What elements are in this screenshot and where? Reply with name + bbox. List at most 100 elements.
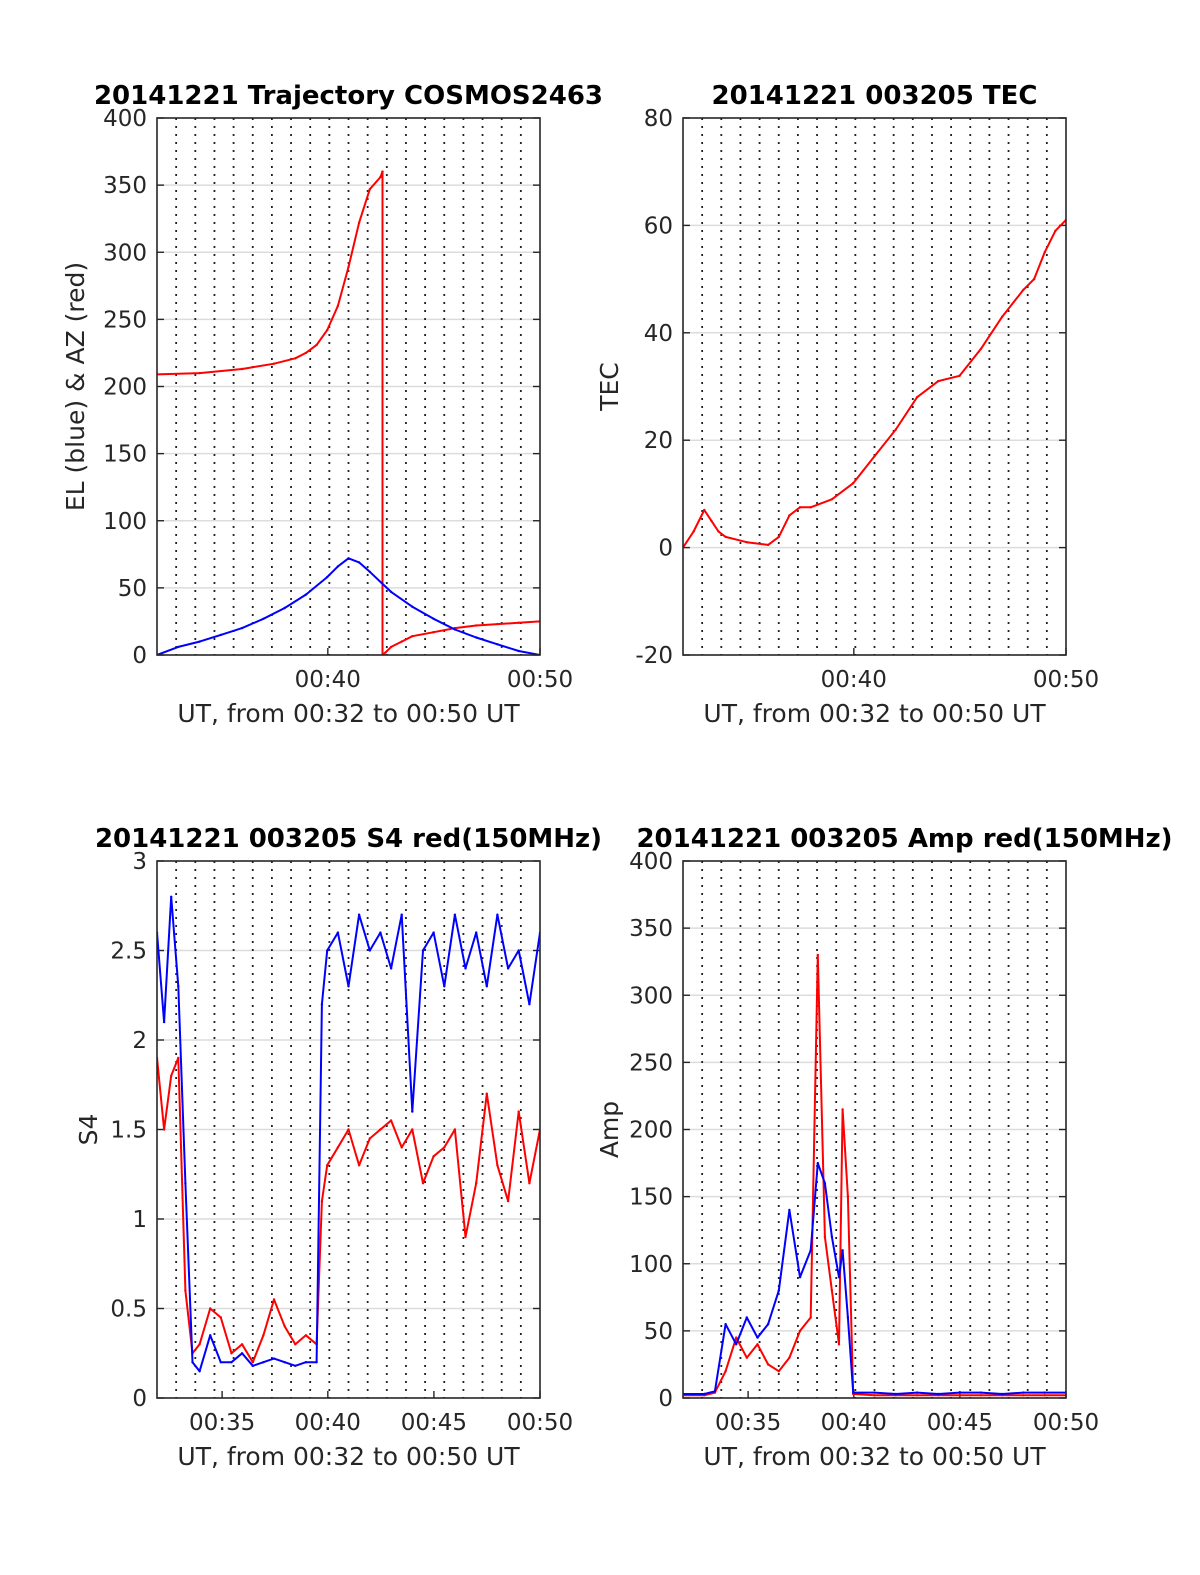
y-tick-label: 250 <box>629 1050 673 1076</box>
data-point <box>756 1343 759 1346</box>
data-point <box>336 931 340 934</box>
data-point <box>162 1128 166 1131</box>
data-point <box>368 949 371 952</box>
series-line-1 <box>157 1056 540 1364</box>
y-axis-label: Amp <box>595 1101 624 1158</box>
x-tick-label: 00:50 <box>507 667 573 693</box>
data-point <box>326 575 329 579</box>
y-tick-label: 0 <box>132 1386 147 1412</box>
data-point <box>852 482 855 485</box>
data-point <box>443 1146 446 1149</box>
data-point <box>184 1289 187 1292</box>
y-tick-label: 0 <box>658 1386 673 1412</box>
data-point <box>777 1370 780 1373</box>
x-tick-label: 00:40 <box>821 667 887 693</box>
y-tick-label: 0.5 <box>110 1297 147 1323</box>
data-point <box>251 1364 254 1368</box>
data-point <box>1054 229 1057 232</box>
data-point <box>262 1361 265 1364</box>
data-point <box>320 1199 324 1203</box>
data-point <box>798 1276 802 1279</box>
data-point <box>1001 1392 1004 1396</box>
data-point <box>379 1128 382 1131</box>
y-tick-label: 1.5 <box>110 1118 147 1144</box>
data-point <box>432 931 435 934</box>
data-point <box>830 1235 834 1239</box>
data-point <box>453 913 457 916</box>
data-point <box>816 1161 819 1165</box>
data-point <box>389 1119 393 1122</box>
data-point <box>209 1307 212 1310</box>
data-point <box>294 357 297 360</box>
data-point <box>219 1316 222 1319</box>
data-point <box>937 1392 940 1396</box>
data-point <box>400 913 403 916</box>
data-point <box>496 622 499 626</box>
data-point <box>475 1182 478 1185</box>
data-point <box>713 1390 717 1393</box>
data-point <box>766 1323 770 1326</box>
data-point <box>846 1195 850 1198</box>
data-point <box>357 913 361 916</box>
data-point <box>1022 1394 1025 1397</box>
y-tick-label: 150 <box>103 442 147 468</box>
data-point <box>170 1074 173 1078</box>
chart-title: 20141221 Trajectory COSMOS2463 <box>94 81 603 111</box>
data-point <box>841 1249 844 1252</box>
data-point <box>692 530 695 533</box>
data-point <box>745 541 748 544</box>
y-tick-label: 400 <box>629 849 673 875</box>
data-point <box>262 1334 265 1337</box>
data-point <box>485 985 488 988</box>
data-point <box>506 1199 510 1203</box>
data-point <box>1043 1394 1046 1397</box>
x-tick-label: 00:45 <box>401 1410 467 1436</box>
data-point <box>198 1343 201 1346</box>
data-point <box>717 530 720 533</box>
data-point <box>830 1289 834 1292</box>
data-point <box>979 347 983 351</box>
y-tick-label: 50 <box>644 1319 673 1345</box>
plot-frame <box>682 860 1067 1399</box>
data-point <box>389 645 393 649</box>
x-tick-label: 00:40 <box>821 1410 887 1436</box>
data-point <box>475 624 478 627</box>
y-tick-label: 3 <box>132 849 147 875</box>
data-point <box>347 985 350 988</box>
data-point <box>766 543 770 547</box>
y-tick-label: 50 <box>118 576 147 602</box>
data-point <box>830 498 834 501</box>
data-point <box>283 1361 286 1364</box>
data-point <box>304 1361 308 1364</box>
data-point <box>304 1334 308 1337</box>
data-point <box>368 1137 371 1140</box>
data-point <box>517 621 520 624</box>
x-axis-label: UT, from 00:32 to 00:50 UT <box>703 699 1046 728</box>
series-group <box>157 895 540 1373</box>
data-point <box>198 371 201 375</box>
data-point <box>464 967 467 970</box>
data-point <box>251 1361 254 1364</box>
data-point <box>272 1298 276 1301</box>
data-point <box>788 1356 791 1359</box>
y-tick-label: 0 <box>132 643 147 669</box>
data-point <box>724 1323 727 1326</box>
y-tick-label: 250 <box>103 307 147 333</box>
data-point <box>915 1394 919 1397</box>
data-point <box>506 967 510 970</box>
x-axis-label: UT, from 00:32 to 00:50 UT <box>177 699 520 728</box>
y-tick-label: 100 <box>103 509 147 535</box>
data-point <box>837 1276 841 1279</box>
data-point <box>1043 1391 1046 1394</box>
data-point <box>894 428 897 431</box>
data-point <box>724 535 727 539</box>
data-point <box>304 593 308 596</box>
chart-title: 20141221 003205 TEC <box>712 81 1038 111</box>
y-tick-label: 100 <box>629 1252 673 1278</box>
data-point <box>184 1182 187 1185</box>
data-point <box>198 640 201 643</box>
data-point <box>873 455 876 458</box>
y-tick-label: 300 <box>103 240 147 266</box>
data-point <box>453 1128 457 1131</box>
